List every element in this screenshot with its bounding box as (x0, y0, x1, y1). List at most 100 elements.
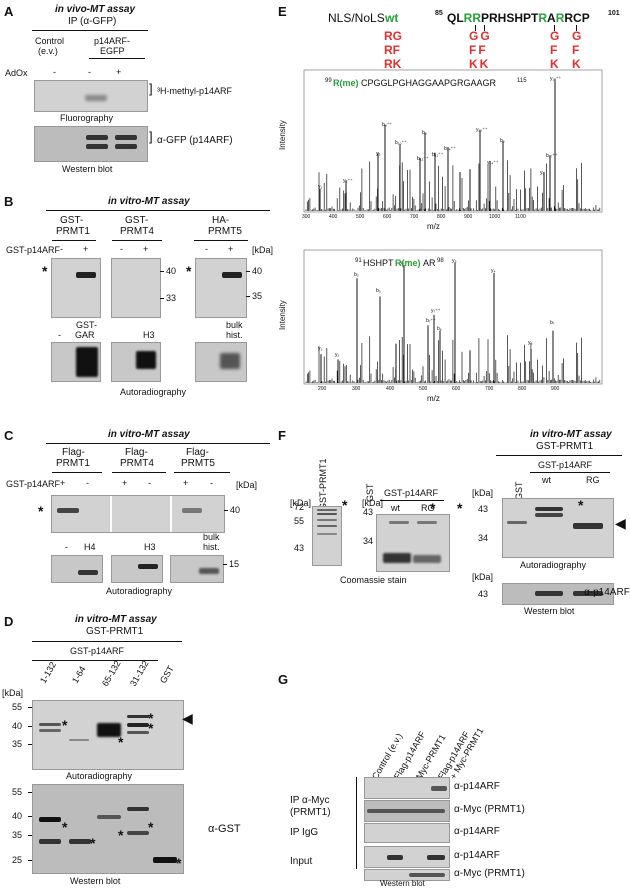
peptide1-start: 99 (325, 78, 332, 84)
panel-c-title: in vitro-MT assay (108, 429, 190, 440)
panel-letter-g: G (278, 672, 289, 687)
kda-f4: [kDa] (472, 572, 494, 582)
kda-label: [kDa] (252, 245, 274, 255)
autorad-caption-f: Autoradiography (520, 560, 587, 570)
group-label: GST- (125, 215, 149, 226)
svg-text:y₆⁺⁺: y₆⁺⁺ (400, 260, 410, 266)
marker: 55 (294, 516, 305, 526)
ip-myc-myc (364, 800, 450, 822)
xlabel-spec2: m/z (427, 394, 440, 403)
autorad-c-top (51, 495, 225, 533)
kda-f3: [kDa] (472, 488, 494, 498)
panel-letter-a: A (4, 4, 14, 19)
mutation: RG (384, 29, 402, 43)
group-label: PRMT5 (181, 458, 215, 469)
peptide2-start: 91 (355, 258, 362, 264)
peptide2-seq2: AR (423, 258, 436, 268)
rg-lane: RG (421, 503, 435, 513)
svg-text:b₁₁⁺⁺: b₁₁⁺⁺ (432, 152, 444, 158)
wt-label: wt (385, 11, 399, 25)
western-f (502, 583, 614, 605)
marker: 55 (12, 702, 23, 712)
seq-end: 101 (608, 10, 620, 17)
substrate-h3: H3 (144, 542, 156, 552)
panel-letter-e: E (278, 4, 287, 19)
mutation: KK (469, 57, 491, 71)
svg-text:b₁₄⁺⁺: b₁₄⁺⁺ (444, 146, 456, 152)
group-label: GST- (60, 215, 84, 226)
group-label: PRMT1 (56, 458, 90, 469)
adox-minus: - (88, 67, 91, 77)
p14-egfp-label2: EGFP (100, 46, 125, 56)
gst-p14-label-f2: GST-p14ARF (538, 460, 593, 470)
substrate-hist: hist. (203, 542, 220, 552)
marker-40: 40 (252, 266, 263, 276)
svg-text:b₁₀⁺⁺: b₁₀⁺⁺ (395, 140, 407, 146)
gst-p14-label-f: GST-p14ARF (384, 488, 439, 498)
autorad-c-sub3 (170, 555, 224, 583)
svg-text:y₃: y₃ (376, 151, 381, 157)
substrate-label: hist. (226, 330, 243, 340)
marker: 55 (12, 787, 23, 797)
group-label: PRMT5 (208, 226, 242, 237)
marker: 43 (294, 543, 305, 553)
svg-text:y₁: y₁ (318, 184, 323, 190)
group-label: Flag- (186, 447, 209, 458)
marker: 35 (12, 830, 23, 840)
peptide1-mod: R(me) (333, 78, 359, 88)
marker: 72 (294, 502, 305, 512)
substrate-label: bulk (226, 320, 243, 330)
gst-p14-row-label-c: GST-p14ARF (6, 479, 61, 489)
svg-text:600: 600 (383, 214, 392, 220)
panel-letter-d: D (4, 614, 14, 629)
svg-text:y₄: y₄ (491, 268, 496, 274)
svg-text:900: 900 (464, 214, 473, 220)
kda-f1: [kDa] (290, 498, 312, 508)
svg-text:300: 300 (302, 214, 311, 220)
svg-text:b₁₂⁺⁺: b₁₂⁺⁺ (417, 156, 429, 162)
autorad-caption-d: Autoradiography (66, 771, 133, 781)
mutation: F (572, 43, 580, 57)
adox-minus: - (53, 67, 56, 77)
marker: 35 (12, 739, 23, 749)
marker: 43 (363, 507, 374, 517)
autorad-prmt5 (195, 258, 247, 318)
autorad-prmt1 (51, 258, 101, 318)
mutation: G (572, 29, 582, 43)
mutation: F (550, 43, 558, 57)
mutation: FF (469, 43, 488, 57)
h3-methyl-label: ³H-methyl-p14ARF (157, 86, 233, 96)
kda-f2: [kDa] (362, 498, 384, 508)
marker: 34 (478, 533, 489, 543)
autorad-prmt4 (111, 258, 161, 318)
marker: 40 (12, 721, 23, 731)
sequence: QLRRPRHSHPTRARRCP (447, 11, 590, 25)
svg-text:b₄⁺⁺: b₄⁺⁺ (382, 122, 392, 128)
panel-a-title: in vivo-MT assay (55, 4, 136, 15)
row-label-g: α-p14ARF (454, 850, 500, 861)
group-label: PRMT4 (120, 226, 154, 237)
svg-text:b₃: b₃ (376, 288, 381, 294)
group-label: HA- (212, 215, 230, 226)
row-label-g: α-Myc (PRMT1) (454, 804, 525, 815)
group-label: Flag- (62, 447, 85, 458)
svg-text:b₅: b₅ (422, 130, 427, 136)
substrate-label: H3 (143, 330, 155, 340)
peptide2-seq: HSHPT (363, 258, 394, 268)
panel-f-subtitle: GST-PRMT1 (536, 441, 594, 452)
autorad-sub2 (111, 342, 161, 382)
marker: 25 (12, 855, 23, 865)
svg-text:y₉: y₉ (540, 170, 545, 176)
mutation: RF (384, 43, 400, 57)
row-label-g: α-Myc (PRMT1) (454, 868, 525, 879)
svg-text:b₂: b₂ (354, 272, 359, 278)
marker: 40 (12, 811, 23, 821)
marker: 43 (478, 589, 489, 599)
gst-p14-row-label-d: GST-p14ARF (70, 646, 125, 656)
substrate-bulk: bulk (203, 532, 220, 542)
kda-label-c: [kDa] (236, 480, 258, 490)
adox-label: AdOx (5, 68, 28, 78)
western-caption-d: Western blot (70, 876, 121, 886)
control-label: Control (35, 36, 65, 46)
svg-text:800: 800 (437, 214, 446, 220)
